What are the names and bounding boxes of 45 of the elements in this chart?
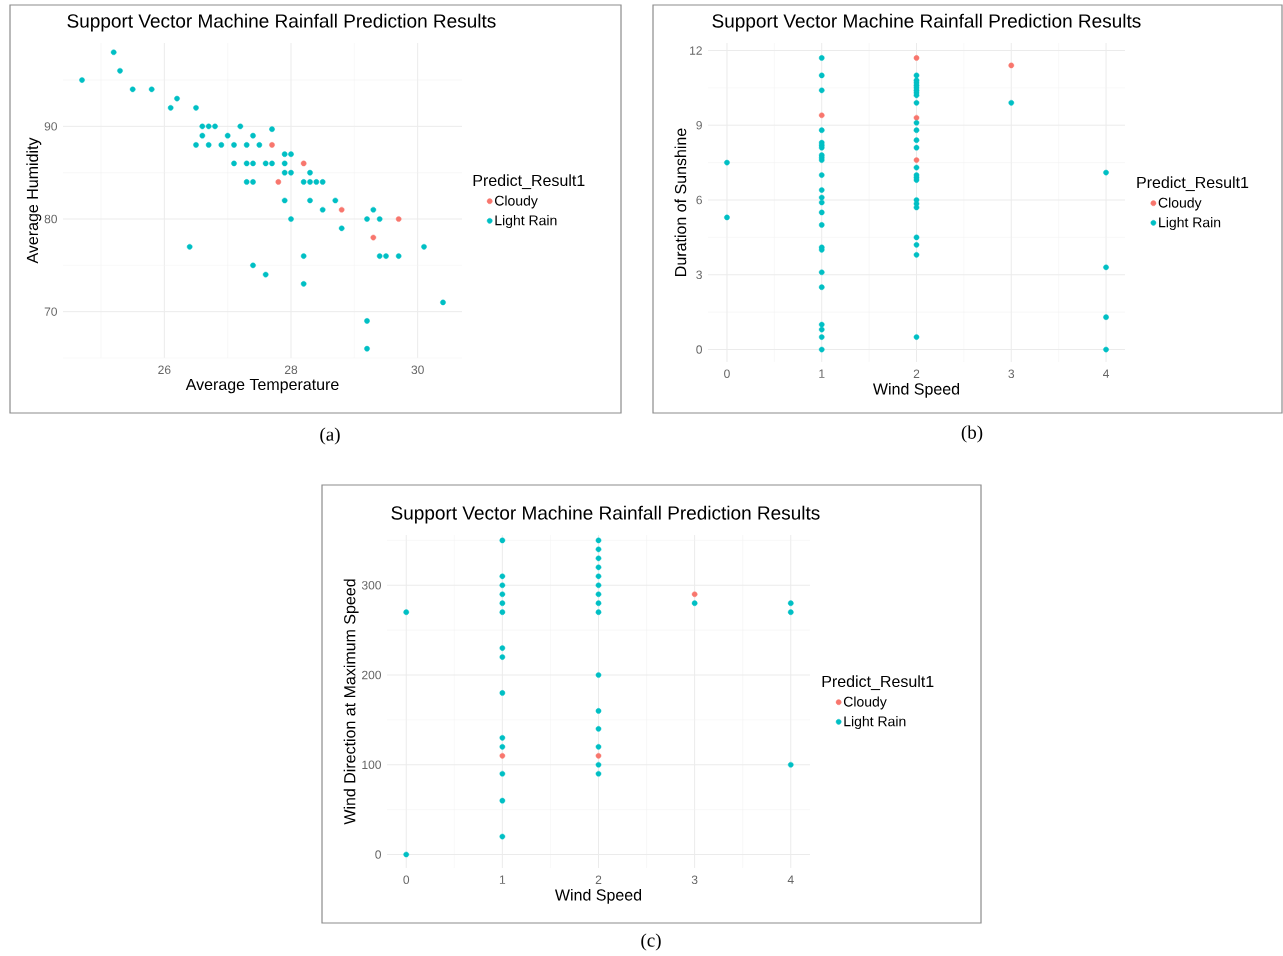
x-tick-label: 30 [411,365,424,375]
y-tick-label: 100 [362,760,382,770]
x-axis-title: Wind Speed [872,382,960,398]
chart-title: Support Vector Machine Rainfall Prediction Results [391,505,820,524]
y-tick-label: 0 [375,850,382,859]
legend-label: Light Rain [844,716,906,730]
text: (a) [320,427,340,445]
x-axis-title: Average Temperature [185,378,339,394]
legend-title: Predict_Result1 [473,174,585,190]
y-tick-label: 0 [696,345,703,354]
text: (b) [961,425,983,443]
legend-label: Light Rain [1159,217,1221,231]
y-tick-label: 90 [44,122,58,131]
x-tick-label: 2 [595,875,602,884]
y-axis-title: Duration of Sunshine [674,128,687,276]
legend-title: Predict_Result1 [822,675,934,691]
chart-title: Support Vector Machine Rainfall Prediction Results [712,13,1141,32]
x-tick-label: 0 [403,875,410,885]
y-tick-label: 80 [44,214,58,224]
x-tick-label: 0 [724,369,730,379]
y-tick-label: 70 [44,307,58,316]
legend-label: Cloudy [843,696,887,710]
x-tick-label: 3 [1008,369,1015,379]
x-axis-title: Wind Speed [554,888,642,904]
text: (c) [641,933,661,951]
x-tick-label: 4 [1102,369,1110,378]
y-tick-label: 6 [696,195,702,205]
legend-label: Cloudy [1158,197,1202,211]
x-tick-label: 1 [819,369,825,378]
legend-label: Cloudy [495,195,538,209]
x-tick-label: 26 [158,365,171,375]
legend-label: Light Rain [495,215,557,229]
y-axis-title: Wind Direction at Maximum Speed [343,579,359,825]
y-tick-label: 12 [690,46,702,55]
legend-title: Predict_Result1 [1137,176,1249,192]
x-tick-label: 1 [499,875,506,884]
x-tick-label: 28 [284,365,298,375]
y-tick-label: 3 [696,270,702,279]
chart-title: Support Vector Machine Rainfall Prediction Results [67,13,496,32]
y-tick-label: 200 [362,670,382,680]
y-axis-title: Average Humidity [26,137,42,264]
x-tick-label: 2 [913,369,920,378]
x-tick-label: 4 [787,875,794,884]
y-tick-label: 300 [361,581,382,590]
y-tick-label: 9 [696,120,702,130]
